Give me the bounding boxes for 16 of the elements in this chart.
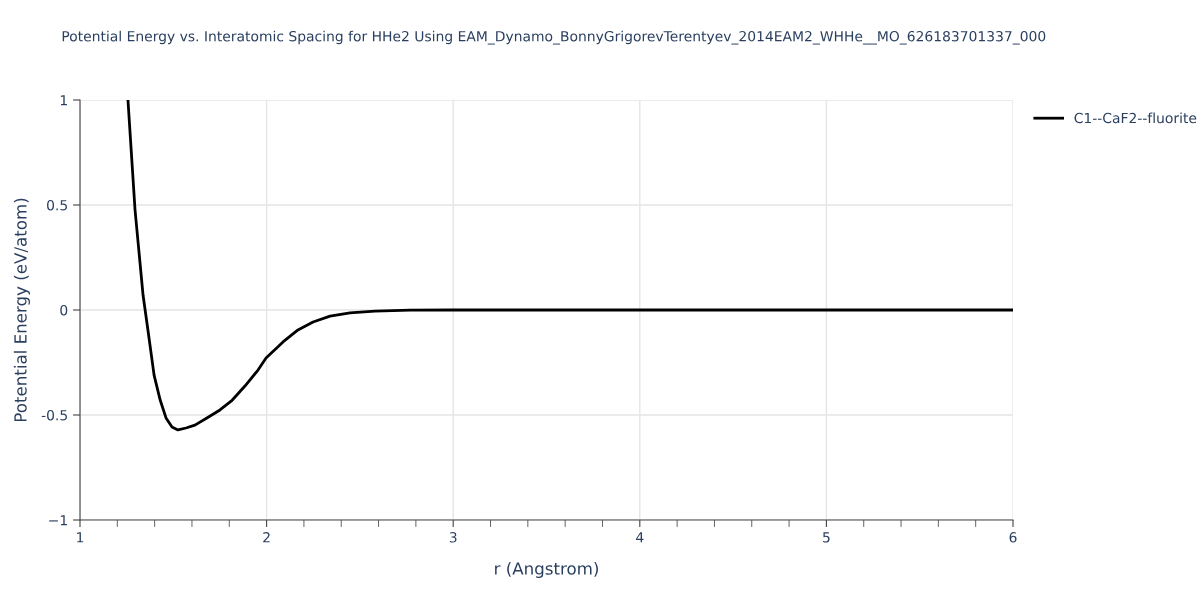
x-tick-label: 4	[636, 532, 644, 543]
x-axis-title: r (Angstrom)	[495, 561, 598, 579]
x-tick-label: 1	[77, 532, 84, 543]
x-tick-label: 3	[449, 532, 457, 543]
y-tick-label: −1	[49, 515, 67, 526]
x-tick-label: 5	[823, 532, 830, 543]
line-series	[126, 100, 1013, 432]
y-axis-title: Potential Energy (eV/atom)	[13, 198, 30, 422]
y-tick-label: 0	[60, 304, 68, 316]
chart-title: Potential Energy vs. Interatomic Spacing for HHe2 Using EAM_Dynamo_BonnyGrigorevTerentyev_2014EAM2_WHHe__MO_626183701337_000	[62, 30, 1046, 45]
x-tick-label: 2	[263, 532, 270, 543]
legend-label: C1--CaF2--fluorite	[1074, 112, 1197, 124]
y-tick-label: 0.5	[47, 199, 67, 211]
y-tick-label: 1	[60, 95, 67, 106]
y-tick-label: -0.5	[41, 409, 67, 421]
x-tick-label: 6	[1009, 532, 1017, 543]
